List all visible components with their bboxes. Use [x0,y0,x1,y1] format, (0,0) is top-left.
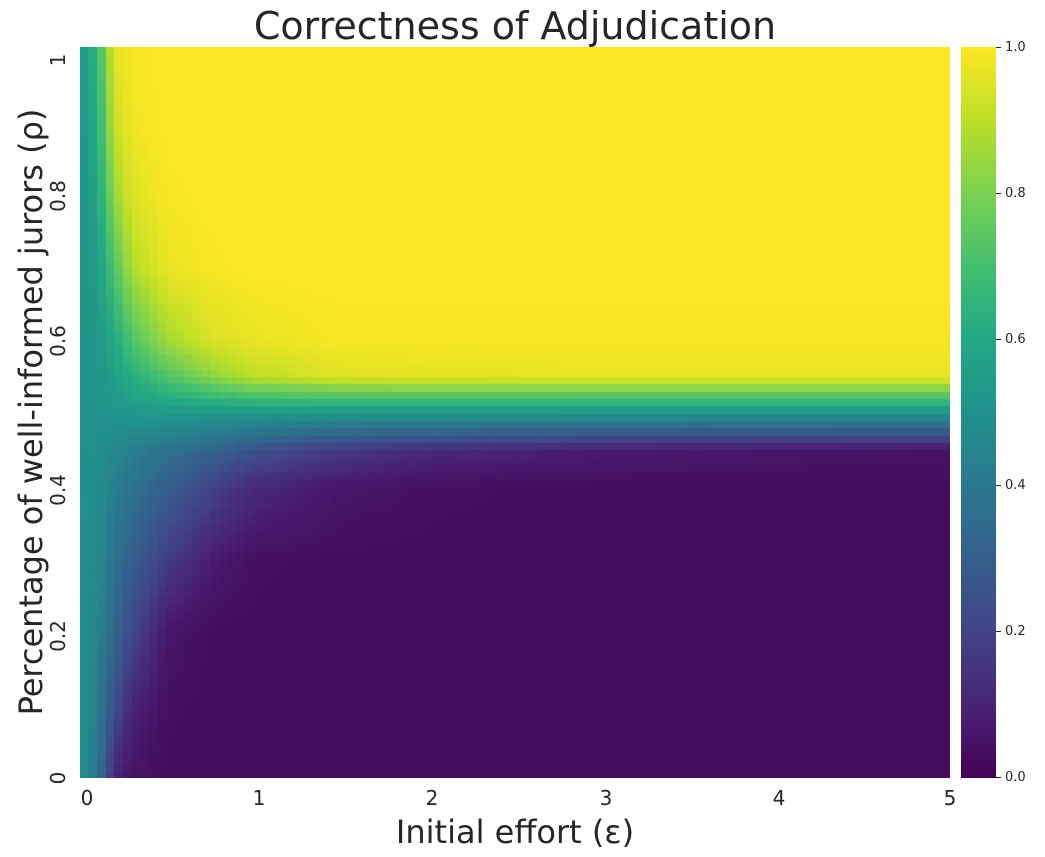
heatmap-plot-area [80,47,950,778]
colorbar-tick-mark [996,193,1001,194]
y-axis-label: Percentage of well-informed jurors (ρ) [12,108,50,716]
colorbar-tick-mark [996,339,1001,340]
x-axis-label: Initial effort (ε) [395,813,635,851]
colorbar-tick-label: 0.0 [1005,770,1026,785]
y-tick-label: 0 [46,771,70,785]
colorbar-tick-mark [996,777,1001,778]
heatmap-cells [80,47,950,778]
x-tick-label: 1 [252,786,266,810]
colorbar-tick-mark [996,485,1001,486]
colorbar [961,47,996,778]
colorbar-tick-mark [996,631,1001,632]
colorbar-tick-label: 1.0 [1005,40,1026,55]
colorbar-tick-label: 0.6 [1005,332,1026,347]
y-tick-label: 1 [46,53,70,67]
x-tick-label: 4 [772,786,786,810]
x-tick-label: 2 [425,786,439,810]
x-tick-label: 5 [943,786,957,810]
x-tick-label: 0 [80,786,94,810]
colorbar-tick-label: 0.4 [1005,478,1026,493]
colorbar-tick-label: 0.8 [1005,186,1026,201]
colorbar-tick-mark [996,47,1001,48]
colorbar-tick-label: 0.2 [1005,624,1026,639]
x-tick-label: 3 [599,786,613,810]
chart-title: Correctness of Adjudication [253,4,777,48]
colorbar-gradient [961,47,996,778]
